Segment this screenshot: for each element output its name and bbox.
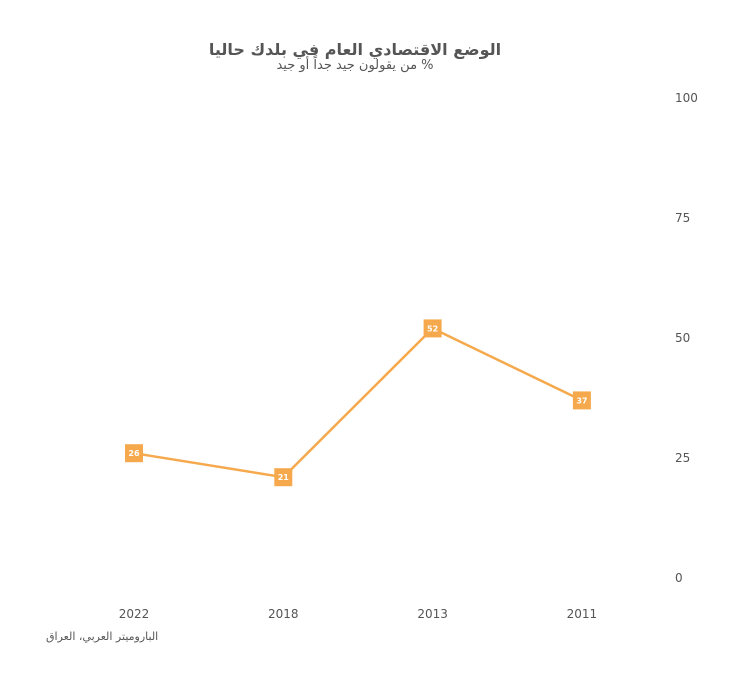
source-note: الباروميتر العربي، العراق: [46, 630, 159, 643]
data-point-marker: [572, 391, 591, 410]
series-line: [133, 327, 583, 479]
data-label: 26: [128, 449, 140, 458]
y-tick-label: 25: [675, 451, 690, 465]
chart-subtitle: % من يقولون جيد جداً أو جيد: [276, 58, 434, 73]
y-tick-label: 75: [675, 211, 690, 225]
data-point-marker: [125, 444, 143, 463]
y-axis: 0 25 50 75 100: [675, 91, 698, 585]
x-tick-label: 2013: [417, 607, 448, 621]
x-tick-label: 2011: [567, 607, 598, 621]
chart-title: الوضع الاقتصادي العام في بلدك حاليا: [208, 40, 502, 59]
data-point-marker: [423, 319, 442, 338]
y-tick-label: 100: [675, 91, 698, 105]
x-tick-label: 2022: [119, 607, 150, 621]
x-tick-label: 2018: [268, 607, 299, 621]
series-group: 26 21 52 37: [125, 319, 591, 487]
data-label: 21: [278, 473, 290, 482]
y-tick-label: 0: [675, 571, 683, 585]
data-point-marker: [274, 468, 293, 487]
data-label: 37: [576, 396, 587, 405]
x-axis: 2022 2018 2013 2011: [119, 607, 597, 621]
data-label: 52: [427, 324, 438, 333]
y-tick-label: 50: [675, 331, 690, 345]
